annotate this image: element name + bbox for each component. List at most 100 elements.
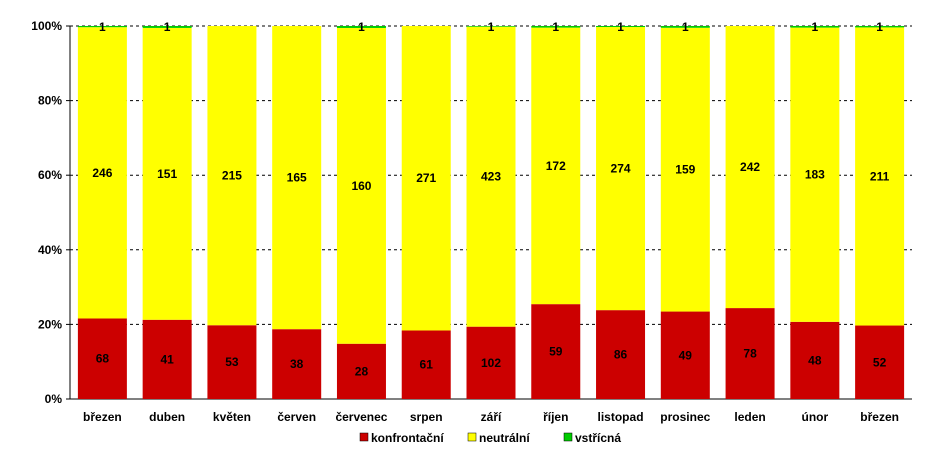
data-label: 59 — [549, 345, 563, 359]
x-tick-label: červen — [277, 410, 316, 424]
x-tick-label: listopad — [598, 410, 644, 424]
bar-segment-3 — [790, 26, 840, 28]
x-tick-label: červenec — [335, 410, 387, 424]
bar-segment-3 — [531, 26, 581, 28]
legend-swatch — [359, 432, 369, 442]
data-label: 1 — [488, 20, 495, 34]
bar-segment-1 — [401, 330, 451, 399]
y-tick-label: 0% — [45, 392, 63, 406]
bar-segment-2 — [142, 27, 192, 320]
legend-label: konfrontační — [371, 431, 444, 445]
y-tick-label: 60% — [38, 168, 62, 182]
data-label: 1 — [552, 20, 559, 34]
bar-segment-2 — [725, 26, 775, 309]
y-tick-label: 80% — [38, 94, 62, 108]
data-label: 53 — [225, 355, 239, 369]
bar-segment-1 — [466, 326, 516, 399]
y-tick-label: 40% — [38, 243, 62, 257]
legend-swatch — [467, 432, 477, 442]
data-label: 215 — [222, 169, 242, 183]
x-tick-label: březen — [860, 410, 899, 424]
bar-segment-3 — [660, 26, 710, 28]
y-tick-label: 100% — [31, 19, 62, 33]
bar-segment-1 — [207, 325, 257, 399]
bar-segment-1 — [77, 318, 127, 399]
legend-label: vstřícná — [575, 431, 621, 445]
bar-segment-2 — [336, 27, 386, 344]
data-label: 423 — [481, 170, 501, 184]
bar-segment-3 — [466, 26, 516, 27]
x-tick-label: srpen — [410, 410, 443, 424]
data-label: 160 — [351, 179, 371, 193]
data-label: 38 — [290, 357, 304, 371]
label-layer: 68 246 1 41 151 1 53 215 38 165 28 160 1 61 271 102 423 1… — [92, 20, 889, 378]
bar-segment-3 — [855, 26, 905, 28]
data-label: 1 — [617, 20, 624, 34]
data-label: 61 — [420, 358, 434, 372]
bar-segment-1 — [272, 329, 322, 399]
y-tick-label: 20% — [38, 317, 62, 331]
bar-segment-1 — [142, 319, 192, 399]
bar-segment-2 — [790, 27, 840, 322]
x-tick-label: říjen — [543, 410, 568, 424]
bar-segment-2 — [660, 27, 710, 312]
bar-segment-2 — [855, 27, 905, 326]
x-tick-label: květen — [213, 410, 251, 424]
legend-label: neutrální — [479, 431, 530, 445]
data-label: 271 — [416, 171, 436, 185]
data-label: 159 — [675, 163, 695, 177]
x-tick-label: leden — [734, 410, 765, 424]
bar-segment-2 — [207, 26, 257, 326]
data-label: 41 — [160, 352, 174, 366]
data-label: 1 — [876, 20, 883, 34]
data-label: 1 — [812, 20, 819, 34]
bar-segment-2 — [401, 26, 451, 331]
x-tick-label: září — [481, 410, 502, 424]
bar-segment-3 — [336, 26, 386, 28]
legend-swatch — [563, 432, 573, 442]
data-label: 172 — [546, 159, 566, 173]
bar-segment-3 — [77, 26, 127, 28]
legend: konfrontační neutrální vstřícná — [359, 431, 621, 445]
data-label: 1 — [682, 20, 689, 34]
bar-segment-2 — [531, 27, 581, 305]
data-label: 1 — [164, 20, 171, 34]
bar-segment-2 — [466, 26, 516, 327]
data-label: 102 — [481, 356, 501, 370]
x-tick-label: únor — [802, 410, 829, 424]
x-tick-label: březen — [83, 410, 122, 424]
data-label: 1 — [358, 20, 365, 34]
data-label: 28 — [355, 364, 369, 378]
x-tick-label: duben — [149, 410, 185, 424]
bar-layer — [77, 26, 905, 399]
axis-layer: 0% 20% 40% 60% 80% 100% březen duben květen červe… — [31, 19, 912, 424]
data-label: 242 — [740, 160, 760, 174]
bar-segment-1 — [336, 343, 386, 399]
bar-segment-2 — [272, 26, 322, 330]
bar-segment-1 — [790, 321, 840, 399]
bar-segment-2 — [77, 27, 127, 319]
bar-segment-1 — [531, 304, 581, 399]
x-tick-label: prosinec — [660, 410, 710, 424]
data-label: 274 — [611, 162, 631, 176]
data-label: 165 — [287, 171, 307, 185]
data-label: 183 — [805, 168, 825, 182]
bar-segment-1 — [596, 310, 646, 399]
bar-segment-2 — [596, 27, 646, 311]
data-label: 78 — [743, 347, 757, 361]
data-label: 86 — [614, 348, 628, 362]
data-label: 151 — [157, 167, 177, 181]
data-label: 68 — [96, 352, 110, 366]
data-label: 1 — [99, 20, 106, 34]
data-label: 49 — [679, 348, 693, 362]
bar-segment-1 — [725, 308, 775, 399]
data-label: 246 — [92, 166, 112, 180]
bar-segment-1 — [855, 325, 905, 399]
bar-segment-1 — [660, 311, 710, 399]
bar-segment-3 — [142, 26, 192, 28]
data-label: 48 — [808, 353, 822, 367]
data-label: 211 — [870, 169, 890, 183]
data-label: 52 — [873, 355, 887, 369]
